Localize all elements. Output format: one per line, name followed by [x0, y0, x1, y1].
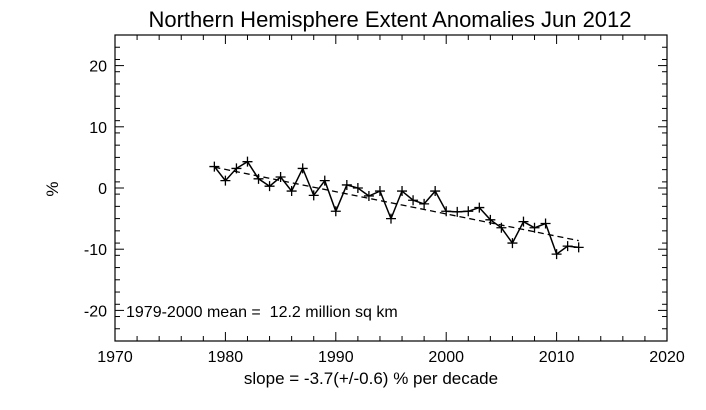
x-tick-label: 1990	[318, 349, 354, 366]
data-point-marker	[408, 195, 419, 206]
data-point-marker	[330, 206, 341, 217]
data-point-marker	[529, 222, 540, 233]
data-point-marker	[264, 181, 275, 192]
data-point-marker	[419, 198, 430, 209]
x-tick-label: 1970	[97, 349, 133, 366]
y-tick-label: -10	[84, 242, 107, 259]
x-tick-label: 2000	[428, 349, 464, 366]
y-tick-label: 0	[98, 181, 107, 198]
plot-frame	[114, 34, 668, 342]
data-point-marker	[507, 238, 518, 249]
data-point-marker	[297, 163, 308, 174]
y-tick-label: 20	[89, 59, 107, 76]
data-point-marker	[253, 173, 264, 184]
x-axis-label: slope = -3.7(+/-0.6) % per decade	[244, 369, 498, 388]
data-point-marker	[341, 179, 352, 190]
y-tick-label: -20	[84, 303, 107, 320]
x-tick-label: 1980	[208, 349, 244, 366]
chart-title: Northern Hemisphere Extent Anomalies Jun…	[148, 7, 631, 32]
data-point-marker	[397, 186, 408, 197]
data-point-marker	[209, 161, 220, 172]
data-point-marker	[363, 190, 374, 201]
data-point-marker	[231, 163, 242, 174]
data-point-marker	[242, 156, 253, 167]
mean-annotation: 1979-2000 mean = 12.2 million sq km	[126, 304, 398, 321]
series-layer	[209, 156, 584, 260]
axis-ticks	[114, 34, 668, 342]
data-point-marker	[485, 214, 496, 225]
data-point-marker	[562, 241, 573, 252]
data-point-marker	[540, 218, 551, 229]
x-tick-label: 2020	[649, 349, 685, 366]
data-point-marker	[463, 206, 474, 217]
data-point-marker	[496, 222, 507, 233]
data-point-marker	[452, 206, 463, 217]
data-point-marker	[518, 216, 529, 227]
y-tick-label: 10	[89, 120, 107, 137]
data-point-marker	[286, 186, 297, 197]
data-point-marker	[319, 175, 330, 186]
data-point-marker	[573, 242, 584, 253]
data-point-marker	[386, 213, 396, 224]
x-tick-label: 2010	[539, 349, 575, 366]
data-point-marker	[352, 183, 363, 193]
data-point-marker	[551, 249, 562, 260]
data-point-marker	[474, 202, 485, 213]
data-point-marker	[430, 186, 441, 197]
data-point-marker	[275, 171, 286, 182]
data-point-marker	[220, 175, 231, 186]
anomaly-line	[213, 160, 579, 256]
data-point-marker	[308, 190, 319, 201]
data-point-marker	[374, 186, 385, 197]
data-point-marker	[441, 206, 452, 217]
y-axis-label: %	[43, 181, 62, 196]
